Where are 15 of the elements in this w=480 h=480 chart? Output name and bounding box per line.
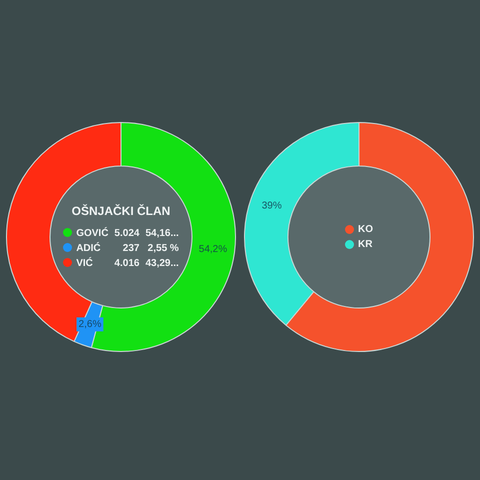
legend-label: ADIĆ — [75, 241, 102, 256]
text: 4.016 — [113, 256, 140, 270]
legend-label: GOVIĆ — [75, 226, 110, 240]
text: 2,55 % — [146, 242, 180, 256]
legend-label: KR — [357, 238, 374, 252]
legend-label: VIĆ — [75, 256, 94, 270]
text: OŠNJAČKI ČLAN — [72, 204, 170, 218]
text: 5.024 — [113, 226, 140, 240]
text: 54,16... — [144, 226, 180, 240]
legend-label: KO — [357, 223, 374, 237]
data-label: 2,6% — [78, 319, 102, 330]
data-label: 54,2% — [198, 244, 228, 255]
data-label: 39% — [262, 200, 282, 212]
text: 237 — [122, 242, 140, 256]
text: 43,29... — [144, 256, 180, 270]
